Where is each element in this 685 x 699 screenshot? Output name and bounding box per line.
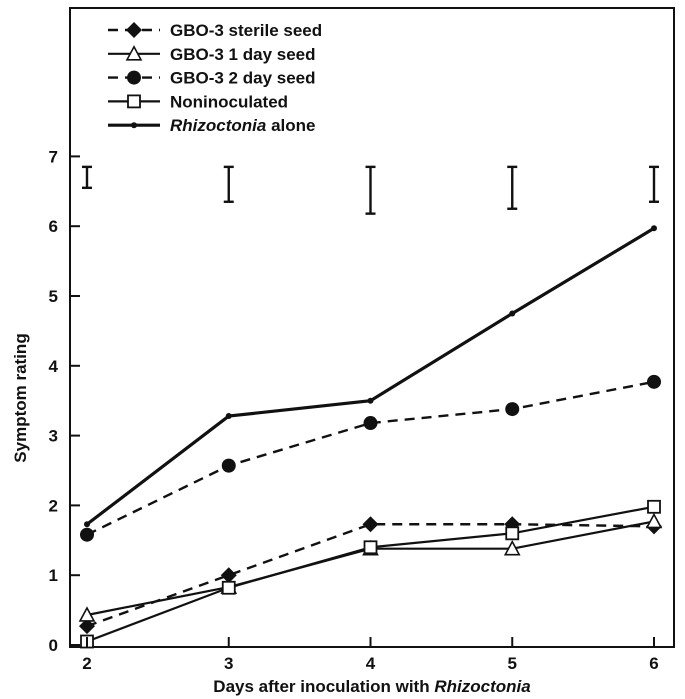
marker-circle bbox=[80, 527, 94, 542]
series-line bbox=[86, 380, 655, 536]
marker-triangle bbox=[645, 512, 663, 529]
legend-label-italic: Rhizoctonia bbox=[170, 116, 266, 135]
marker-square bbox=[505, 526, 520, 541]
series-line bbox=[86, 226, 655, 526]
y-axis: 0 1 2 3 4 5 6 7 bbox=[49, 147, 80, 655]
legend-label: Noninoculated bbox=[170, 92, 288, 111]
legend-item: GBO-3 sterile seed bbox=[108, 21, 322, 40]
x-axis-title-prefix: Days after inoculation with bbox=[213, 677, 434, 696]
marker-square bbox=[221, 580, 236, 595]
marker-triangle bbox=[125, 45, 143, 61]
legend-label: GBO-3 1 day seed bbox=[170, 45, 316, 64]
error-bar bbox=[365, 165, 376, 215]
legend-item: Rhizoctonia alone bbox=[108, 116, 315, 135]
marker-square bbox=[363, 540, 378, 555]
error-bars bbox=[82, 165, 659, 215]
legend-label: GBO-3 2 day seed bbox=[170, 69, 316, 88]
y-tick-label: 4 bbox=[49, 357, 59, 376]
marker-dot bbox=[651, 225, 657, 232]
error-bar bbox=[507, 165, 518, 210]
legend-label: GBO-3 sterile seed bbox=[170, 21, 322, 40]
y-tick-label: 5 bbox=[49, 287, 58, 306]
series-3 bbox=[80, 499, 661, 649]
marker-circle bbox=[647, 374, 661, 389]
y-tick-label: 7 bbox=[49, 147, 58, 166]
legend-item: GBO-3 2 day seed bbox=[108, 69, 316, 88]
marker-dot bbox=[509, 310, 516, 317]
x-tick-label: 4 bbox=[366, 654, 376, 673]
error-bar bbox=[223, 165, 234, 203]
x-axis: 2 3 4 5 6 bbox=[82, 637, 659, 673]
x-tick-label: 6 bbox=[649, 654, 658, 673]
legend-item: GBO-3 1 day seed bbox=[108, 45, 316, 64]
legend-item: Noninoculated bbox=[108, 92, 288, 111]
series-4 bbox=[84, 225, 657, 528]
y-tick-label: 0 bbox=[49, 636, 58, 655]
x-tick-label: 2 bbox=[82, 654, 91, 673]
marker-dot bbox=[84, 521, 90, 528]
marker-diamond bbox=[126, 22, 142, 38]
marker-dot bbox=[131, 122, 137, 129]
series-line bbox=[86, 523, 655, 628]
series-0 bbox=[79, 516, 662, 635]
marker-triangle bbox=[78, 606, 96, 622]
y-tick-label: 3 bbox=[49, 427, 58, 446]
error-bar bbox=[82, 165, 92, 190]
legend-label: Rhizoctonia alone bbox=[170, 116, 315, 135]
x-tick-label: 3 bbox=[224, 654, 233, 673]
marker-dot bbox=[225, 413, 232, 420]
legend: GBO-3 sterile seed GBO-3 1 day seed GBO-3 … bbox=[108, 21, 322, 135]
x-axis-title: Days after inoculation with Rhizoctonia bbox=[213, 677, 530, 696]
x-tick-label: 5 bbox=[508, 654, 517, 673]
y-tick-label: 6 bbox=[49, 217, 58, 236]
marker-circle bbox=[127, 70, 141, 85]
marker-triangle bbox=[503, 539, 521, 556]
x-axis-title-italic: Rhizoctonia bbox=[434, 677, 530, 696]
marker-diamond bbox=[220, 567, 237, 584]
plot-frame bbox=[69, 7, 675, 648]
y-tick-label: 1 bbox=[49, 566, 58, 585]
y-tick-label: 2 bbox=[49, 496, 58, 515]
marker-diamond bbox=[79, 618, 95, 635]
marker-circle bbox=[505, 402, 520, 417]
marker-circle bbox=[363, 416, 378, 431]
marker-square bbox=[127, 94, 141, 109]
marker-circle bbox=[221, 458, 236, 473]
legend-label-rest: alone bbox=[266, 116, 315, 135]
marker-square bbox=[647, 499, 661, 514]
y-axis-title: Symptom rating bbox=[11, 333, 30, 462]
series-line bbox=[86, 520, 655, 617]
marker-diamond bbox=[362, 516, 379, 533]
marker-dot bbox=[367, 397, 374, 404]
series-layer bbox=[78, 225, 663, 649]
series-2 bbox=[80, 374, 661, 542]
error-bar bbox=[649, 165, 659, 203]
